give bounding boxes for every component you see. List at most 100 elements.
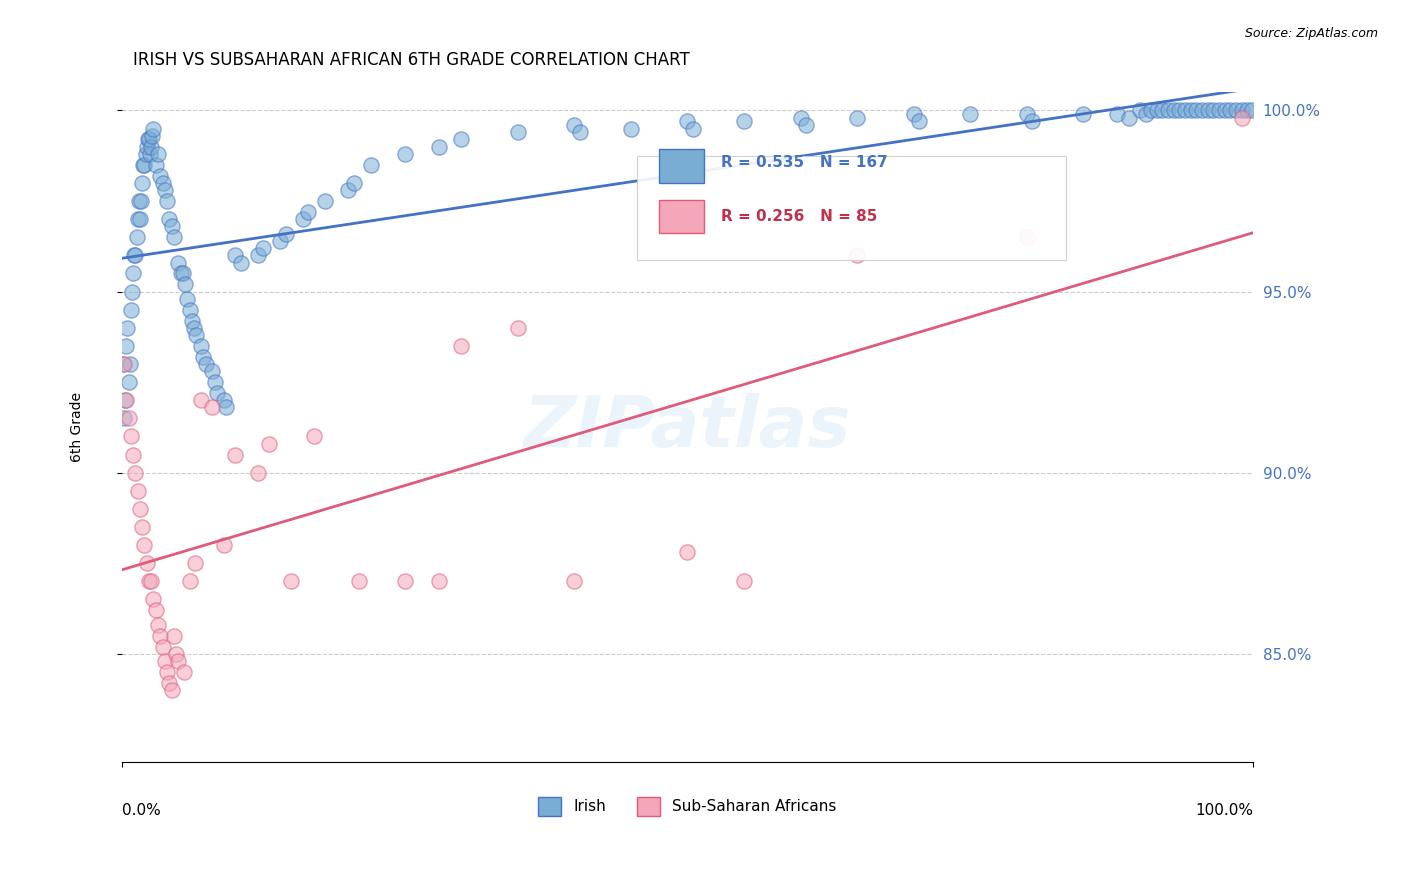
Point <box>120 429 142 443</box>
Point <box>394 574 416 589</box>
Point <box>190 393 212 408</box>
Point <box>167 654 190 668</box>
Text: R = 0.535   N = 167: R = 0.535 N = 167 <box>721 155 889 170</box>
Point <box>186 328 208 343</box>
Point <box>135 147 157 161</box>
Point <box>114 393 136 408</box>
Point <box>131 176 153 190</box>
Point <box>846 248 869 262</box>
Point <box>138 574 160 589</box>
Point <box>205 386 228 401</box>
Point <box>153 183 176 197</box>
Point <box>1225 103 1247 118</box>
Point <box>141 128 163 143</box>
Point <box>212 538 235 552</box>
Point <box>172 267 194 281</box>
Point <box>117 320 139 334</box>
Point <box>127 212 149 227</box>
Point <box>1129 103 1152 118</box>
Bar <box>659 200 704 233</box>
Point <box>194 357 217 371</box>
Point <box>1213 103 1236 118</box>
Point <box>118 357 141 371</box>
Point <box>314 194 336 208</box>
Point <box>959 107 981 121</box>
Point <box>169 267 191 281</box>
Point <box>1071 107 1094 121</box>
Point <box>733 574 755 589</box>
Point <box>1021 114 1043 128</box>
Point <box>212 393 235 408</box>
Point <box>733 114 755 128</box>
Point <box>190 339 212 353</box>
Text: 100.0%: 100.0% <box>1195 803 1253 818</box>
Point <box>153 654 176 668</box>
Point <box>506 125 529 139</box>
Legend: Irish, Sub-Saharan Africans: Irish, Sub-Saharan Africans <box>533 791 842 822</box>
Point <box>139 147 162 161</box>
Point <box>174 277 197 292</box>
Point <box>682 121 704 136</box>
Point <box>115 393 138 408</box>
Point <box>280 574 302 589</box>
Point <box>173 665 195 679</box>
Point <box>112 411 135 425</box>
Point <box>115 339 138 353</box>
Point <box>1163 103 1185 118</box>
Point <box>620 121 643 136</box>
Point <box>337 183 360 197</box>
Point <box>360 158 382 172</box>
Point <box>179 302 201 317</box>
Point <box>1174 103 1197 118</box>
Point <box>1197 103 1219 118</box>
Point <box>131 520 153 534</box>
Point <box>224 248 246 262</box>
Point <box>128 194 150 208</box>
Point <box>145 603 167 617</box>
Point <box>1146 103 1168 118</box>
Point <box>201 401 224 415</box>
Point <box>129 501 152 516</box>
Point <box>135 139 157 153</box>
Point <box>152 640 174 654</box>
Point <box>297 204 319 219</box>
Point <box>125 230 148 244</box>
Point <box>201 364 224 378</box>
Point <box>450 339 472 353</box>
Text: Source: ZipAtlas.com: Source: ZipAtlas.com <box>1244 27 1378 40</box>
Point <box>163 230 186 244</box>
Point <box>257 436 280 450</box>
Point <box>246 466 269 480</box>
Point <box>1236 103 1258 118</box>
Text: ZIPatlas: ZIPatlas <box>523 392 851 462</box>
Point <box>343 176 366 190</box>
Point <box>676 545 699 559</box>
Point <box>135 556 157 570</box>
Point <box>124 466 146 480</box>
Point <box>562 118 585 132</box>
Point <box>152 176 174 190</box>
Point <box>165 647 187 661</box>
Point <box>117 375 139 389</box>
Point <box>146 617 169 632</box>
Point <box>908 114 931 128</box>
Text: R = 0.256   N = 85: R = 0.256 N = 85 <box>721 209 877 224</box>
Point <box>134 158 156 172</box>
Point <box>129 194 152 208</box>
Point <box>117 411 139 425</box>
Point <box>506 320 529 334</box>
Point <box>1157 103 1180 118</box>
Point <box>142 592 165 607</box>
Point <box>149 169 172 183</box>
Point <box>794 118 817 132</box>
Point <box>112 357 135 371</box>
Point <box>1015 230 1038 244</box>
Point <box>184 556 207 570</box>
Point <box>138 132 160 146</box>
Point <box>1219 103 1241 118</box>
Point <box>427 574 450 589</box>
Point <box>846 111 869 125</box>
Point <box>111 357 134 371</box>
Point <box>1240 103 1263 118</box>
FancyBboxPatch shape <box>637 156 1066 260</box>
